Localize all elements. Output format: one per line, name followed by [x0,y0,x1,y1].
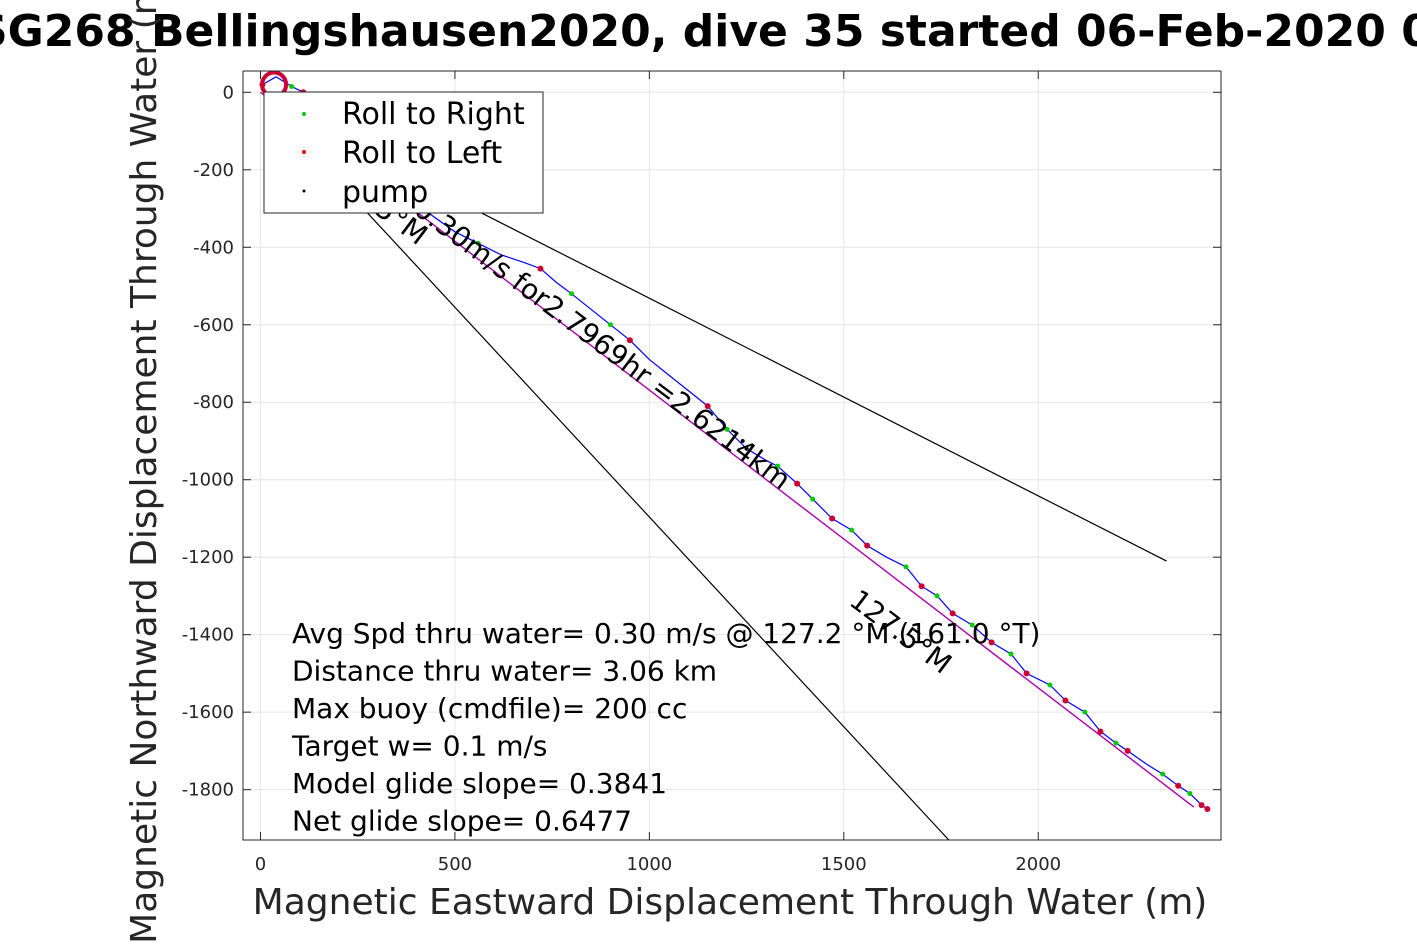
x-tick-label: 1500 [821,854,867,875]
chart-title: SG268 Bellingshausen2020, dive 35 starte… [0,6,1417,57]
y-axis-label: Magnetic Northward Displacement Through … [124,0,165,944]
roll-left-point [864,542,871,549]
heading-cone-line [396,169,1167,562]
roll-left-point [1198,802,1205,809]
roll-left-point [794,480,801,487]
roll-left-point [988,639,995,646]
roll-left-point [1023,670,1030,677]
roll-left-point [626,337,633,344]
roll-left-point [1204,806,1211,813]
roll-left-point [259,81,266,88]
x-tick-label: 2000 [1015,854,1061,875]
roll-left-point [949,610,956,617]
roll-right-point [849,527,855,533]
roll-right-point [724,426,730,432]
roll-right-point [903,564,909,570]
roll-left-point [829,515,836,522]
plot-frame [242,70,1222,841]
roll-right-point [1160,771,1166,777]
stats-line: Target w= 0.1 m/s [291,730,548,763]
pump-point [744,446,749,451]
roll-left-point [537,265,544,272]
stats-line: Net glide slope= 0.6477 [292,805,632,838]
legend-label-pump: pump [342,175,428,210]
y-tick-label: 0 [223,82,234,103]
y-tick-label: -1400 [182,625,234,646]
legend-label-roll-right: Roll to Right [342,97,525,132]
roll-left-point [704,403,711,410]
roll-left-point [1175,782,1182,789]
legend: Roll to Right Roll to Left pump [263,91,544,214]
roll-left-point [1097,728,1104,735]
roll-right-point [475,240,481,246]
stats-line: Model glide slope= 0.3841 [292,767,667,800]
stats-line: Max buoy (cmdfile)= 200 cc [292,692,687,725]
roll-right-point [1047,682,1053,688]
ticks: 0 500 1000 1500 2000 0 -200 -400 -600 -800 -1000 -1… [182,71,1221,875]
roll-left-point [1124,747,1131,754]
roll-right-point [1008,651,1014,657]
x-tick-label: 0 [255,854,266,875]
roll-left-point [1062,697,1069,704]
y-tick-label: -800 [193,392,234,413]
roll-right-point [810,496,816,502]
y-tick-label: -1200 [182,547,234,568]
legend-label-roll-left: Roll to Left [342,136,502,171]
y-tick-label: -600 [193,315,234,336]
y-tick-label: -400 [193,237,234,258]
stats-annotation: Avg Spd thru water= 0.30 m/s @ 127.2 °M … [291,617,1040,838]
legend-marker-roll-right [302,112,306,116]
roll-left-point [918,583,925,590]
legend-box [263,91,544,214]
legend-marker-roll-left [302,150,306,154]
roll-right-point [1187,791,1193,797]
roll-right-point [1113,740,1119,746]
y-tick-label: -1600 [182,702,234,723]
roll-right-point [775,463,781,469]
x-tick-label: 1000 [626,854,672,875]
roll-right-point [1082,709,1088,715]
legend-marker-pump [302,189,306,193]
pump-point [740,438,745,443]
stats-line: Distance thru water= 3.06 km [292,655,717,688]
x-axis-label: Magnetic Eastward Displacement Through W… [253,882,1208,923]
y-tick-label: -200 [193,160,234,181]
x-tick-label: 500 [438,854,472,875]
roll-right-point [569,291,575,297]
roll-right-point [289,83,295,89]
y-tick-label: -1800 [182,780,234,801]
stats-line: Avg Spd thru water= 0.30 m/s @ 127.2 °M … [292,617,1040,650]
roll-right-point [934,593,940,599]
roll-right-point [969,622,975,628]
roll-right-point [607,322,613,328]
y-tick-label: -1000 [182,470,234,491]
heading-cone-line [337,181,950,841]
